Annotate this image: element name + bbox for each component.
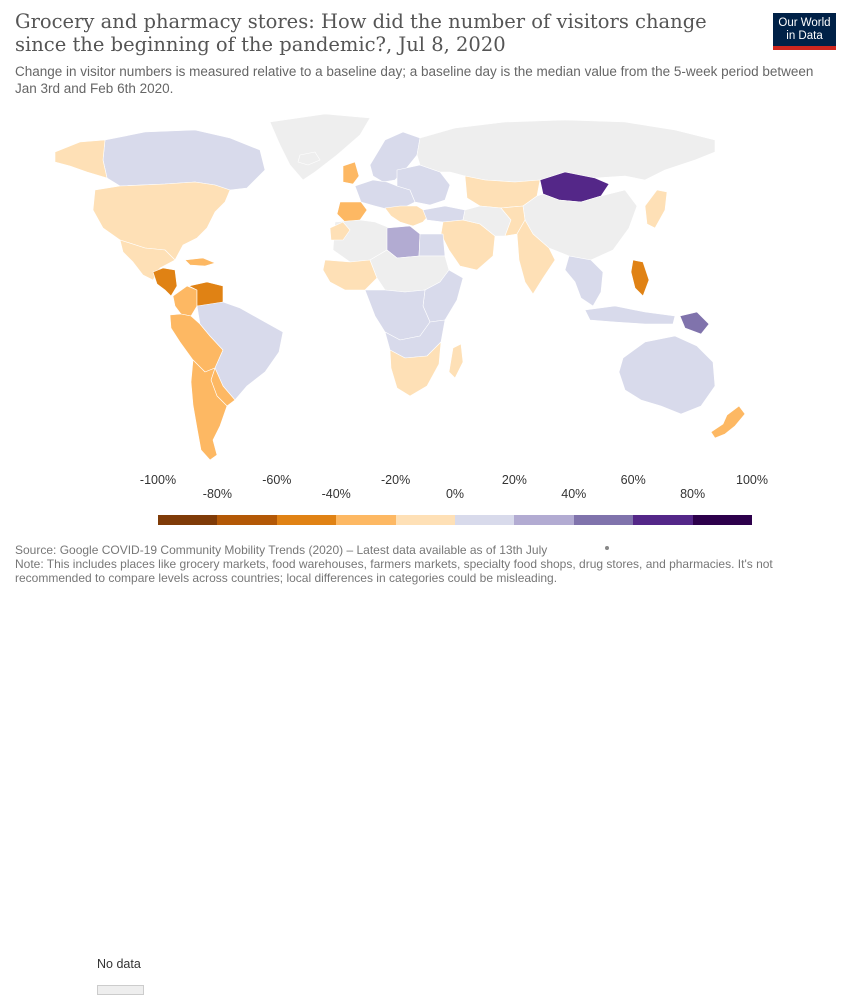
region-madagascar[interactable] (448, 343, 464, 379)
region-philippines[interactable] (630, 259, 650, 297)
legend-bin-3[interactable] (336, 515, 396, 525)
legend-tick-label: -20% (381, 473, 411, 487)
chart-footer: Source: Google COVID-19 Community Mobili… (15, 543, 835, 585)
region-italy-balkans[interactable] (384, 205, 431, 227)
legend-tick-label: 0% (445, 487, 465, 501)
region-libya[interactable] (386, 225, 421, 259)
legend-tick-label: -60% (262, 473, 292, 487)
legend-bin-1[interactable] (217, 515, 277, 525)
legend-tick-label: 60% (620, 473, 646, 487)
source-text: Source: Google COVID-19 Community Mobili… (15, 543, 548, 557)
legend-bin-4[interactable] (395, 515, 455, 525)
legend-tick-label: -80% (202, 487, 232, 501)
region-uk-ireland[interactable] (342, 161, 360, 185)
chart-title: Grocery and pharmacy stores: How did the… (15, 10, 707, 56)
region-caribbean[interactable] (184, 257, 216, 267)
logo-accent-bar (773, 46, 836, 50)
legend-bin-0[interactable] (158, 515, 218, 525)
legend-tick-label: -40% (321, 487, 351, 501)
region-usa[interactable] (92, 181, 231, 261)
note-text: Note: This includes places like grocery … (15, 557, 773, 585)
region-morocco[interactable] (329, 221, 351, 241)
region-new-zealand[interactable] (710, 405, 746, 439)
region-egypt[interactable] (418, 233, 446, 257)
legend-bin-8[interactable] (633, 515, 693, 525)
owid-logo[interactable]: Our World in Data (773, 13, 836, 50)
legend-no-data-swatch (97, 985, 144, 995)
region-india[interactable] (516, 219, 556, 295)
region-russia[interactable] (416, 119, 716, 183)
region-greenland[interactable] (269, 113, 371, 181)
legend-bin-6[interactable] (514, 515, 574, 525)
legend-tick-label: 100% (736, 473, 768, 487)
legend-bin-9[interactable] (692, 515, 752, 525)
legend-tick-label: 80% (680, 487, 706, 501)
region-iceland[interactable] (297, 151, 321, 166)
legend-tick-label: -100% (139, 473, 177, 487)
region-colombia[interactable] (172, 285, 198, 317)
legend-bin-5[interactable] (455, 515, 515, 525)
region-argentina-chile[interactable] (190, 359, 228, 461)
world-choropleth-map[interactable] (25, 110, 770, 465)
chart-subtitle: Change in visitor numbers is measured re… (15, 64, 814, 96)
region-scandinavia[interactable] (369, 131, 421, 183)
legend-bin-7[interactable] (573, 515, 634, 525)
region-canada[interactable] (102, 129, 266, 191)
legend-no-data-label: No data (97, 957, 141, 971)
region-australia[interactable] (618, 335, 716, 415)
region-central-africa[interactable] (364, 289, 431, 341)
legend-bin-2[interactable] (276, 515, 337, 525)
region-central-america[interactable] (152, 267, 178, 297)
logo-line-2: in Data (786, 30, 823, 42)
region-turkey[interactable] (422, 205, 466, 223)
region-japan[interactable] (644, 189, 668, 229)
legend-tick-label: 40% (561, 487, 587, 501)
indicator-dot (605, 546, 609, 550)
region-papua-new-guinea[interactable] (679, 311, 710, 335)
region-iberia[interactable] (336, 201, 368, 223)
logo-line-1: Our World (778, 17, 831, 29)
legend-tick-label: 20% (501, 473, 527, 487)
region-west-africa[interactable] (322, 259, 378, 291)
region-alaska[interactable] (54, 139, 108, 179)
region-southeast-asia[interactable] (564, 255, 604, 307)
region-indonesia[interactable] (584, 305, 676, 325)
region-southern-africa[interactable] (389, 341, 442, 397)
